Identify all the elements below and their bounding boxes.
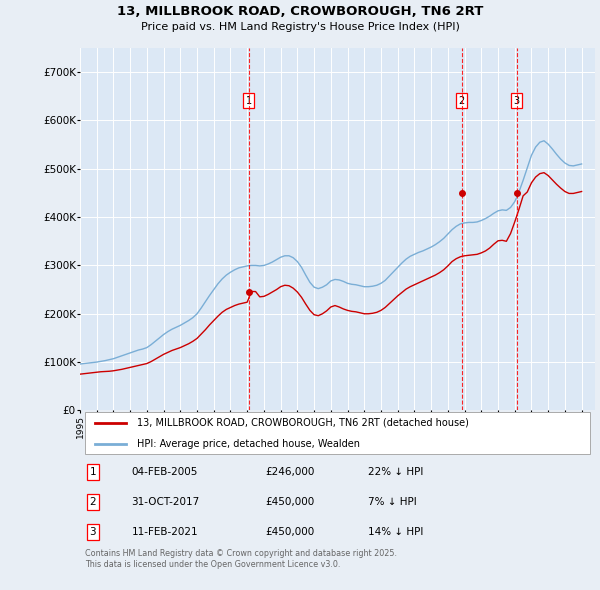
Text: 7% ↓ HPI: 7% ↓ HPI	[368, 497, 417, 507]
Text: HPI: Average price, detached house, Wealden: HPI: Average price, detached house, Weal…	[137, 439, 359, 449]
Text: 13, MILLBROOK ROAD, CROWBOROUGH, TN6 2RT: 13, MILLBROOK ROAD, CROWBOROUGH, TN6 2RT	[117, 5, 483, 18]
FancyBboxPatch shape	[85, 412, 590, 454]
Text: 2: 2	[458, 96, 465, 106]
Text: 2: 2	[89, 497, 96, 507]
Text: 3: 3	[514, 96, 520, 106]
Text: 04-FEB-2005: 04-FEB-2005	[131, 467, 198, 477]
Text: £246,000: £246,000	[265, 467, 315, 477]
Text: 31-OCT-2017: 31-OCT-2017	[131, 497, 200, 507]
Text: 1: 1	[245, 96, 252, 106]
Text: Contains HM Land Registry data © Crown copyright and database right 2025.
This d: Contains HM Land Registry data © Crown c…	[85, 549, 397, 569]
Text: Price paid vs. HM Land Registry's House Price Index (HPI): Price paid vs. HM Land Registry's House …	[140, 22, 460, 32]
Text: £450,000: £450,000	[265, 527, 314, 537]
Text: 22% ↓ HPI: 22% ↓ HPI	[368, 467, 424, 477]
Text: 13, MILLBROOK ROAD, CROWBOROUGH, TN6 2RT (detached house): 13, MILLBROOK ROAD, CROWBOROUGH, TN6 2RT…	[137, 418, 469, 428]
Text: 3: 3	[89, 527, 96, 537]
Text: 1: 1	[89, 467, 96, 477]
Text: 11-FEB-2021: 11-FEB-2021	[131, 527, 198, 537]
Text: £450,000: £450,000	[265, 497, 314, 507]
Text: 14% ↓ HPI: 14% ↓ HPI	[368, 527, 424, 537]
